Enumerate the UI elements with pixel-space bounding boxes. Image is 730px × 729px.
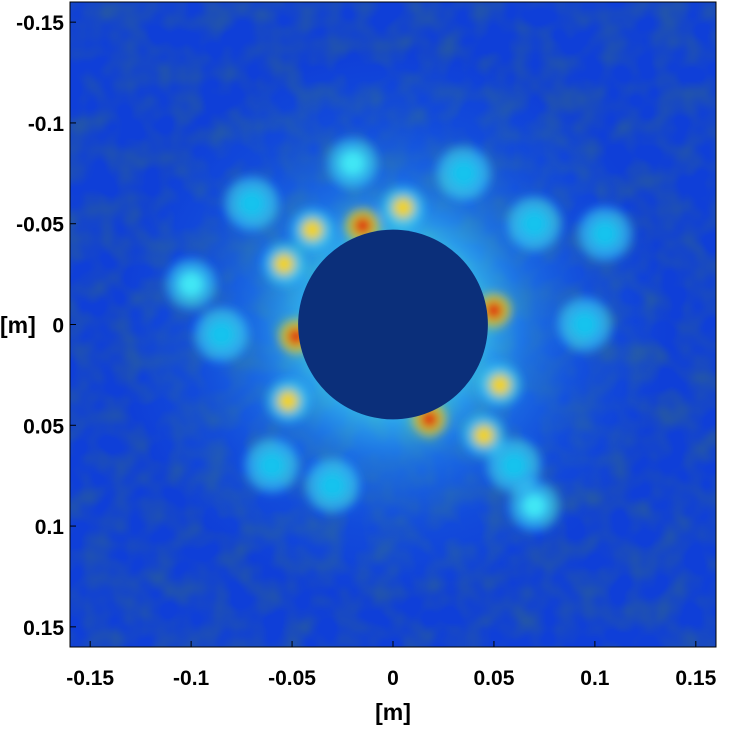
x-tick-label: 0 xyxy=(387,667,399,690)
hotspot xyxy=(272,253,295,276)
y-tick-label: 0.05 xyxy=(23,415,64,438)
hotspot xyxy=(277,390,300,413)
hotspot-layer xyxy=(166,138,632,531)
x-tick-label: -0.05 xyxy=(268,667,316,690)
y-tick-label: -0.05 xyxy=(16,214,64,237)
x-tick-label: -0.15 xyxy=(66,667,114,690)
x-axis-ticks: -0.15 -0.1 -0.05 0 0.05 0.1 0.15 xyxy=(66,641,717,690)
y-axis-label: [m] xyxy=(0,312,36,338)
x-tick-label: -0.1 xyxy=(173,667,210,690)
hotspot xyxy=(520,209,549,238)
hotspot xyxy=(339,150,366,177)
hotspot xyxy=(301,218,324,241)
y-tick-label: 0.15 xyxy=(23,617,64,640)
hotspot xyxy=(237,189,266,218)
y-tick-label: 0 xyxy=(52,315,64,338)
x-tick-label: 0.15 xyxy=(675,667,716,690)
x-tick-label: 0.05 xyxy=(474,667,515,690)
y-axis-ticks: -0.15 -0.1 -0.05 0 0.05 0.1 0.15 xyxy=(16,12,76,640)
x-axis-label: [m] xyxy=(375,699,411,725)
hotspot xyxy=(353,216,372,235)
hotspot xyxy=(484,301,503,320)
x-tick-label: 0.1 xyxy=(580,667,610,690)
hotspot xyxy=(392,196,415,219)
y-tick-label: -0.15 xyxy=(16,12,64,35)
masked-disk xyxy=(298,229,488,420)
hotspot xyxy=(449,159,478,188)
y-tick-label: 0.1 xyxy=(35,516,65,539)
plot-area xyxy=(69,1,717,648)
hotspot xyxy=(500,451,529,480)
hotspot xyxy=(207,320,236,349)
hotspot xyxy=(420,410,439,429)
hotspot xyxy=(521,492,548,519)
hotspot xyxy=(570,310,599,339)
hotspot xyxy=(257,451,286,480)
hotspot xyxy=(488,373,511,396)
hotspot xyxy=(472,424,495,447)
hotspot xyxy=(590,219,619,248)
hotspot xyxy=(318,471,347,500)
hotspot xyxy=(178,271,205,298)
y-tick-label: -0.1 xyxy=(28,113,65,136)
